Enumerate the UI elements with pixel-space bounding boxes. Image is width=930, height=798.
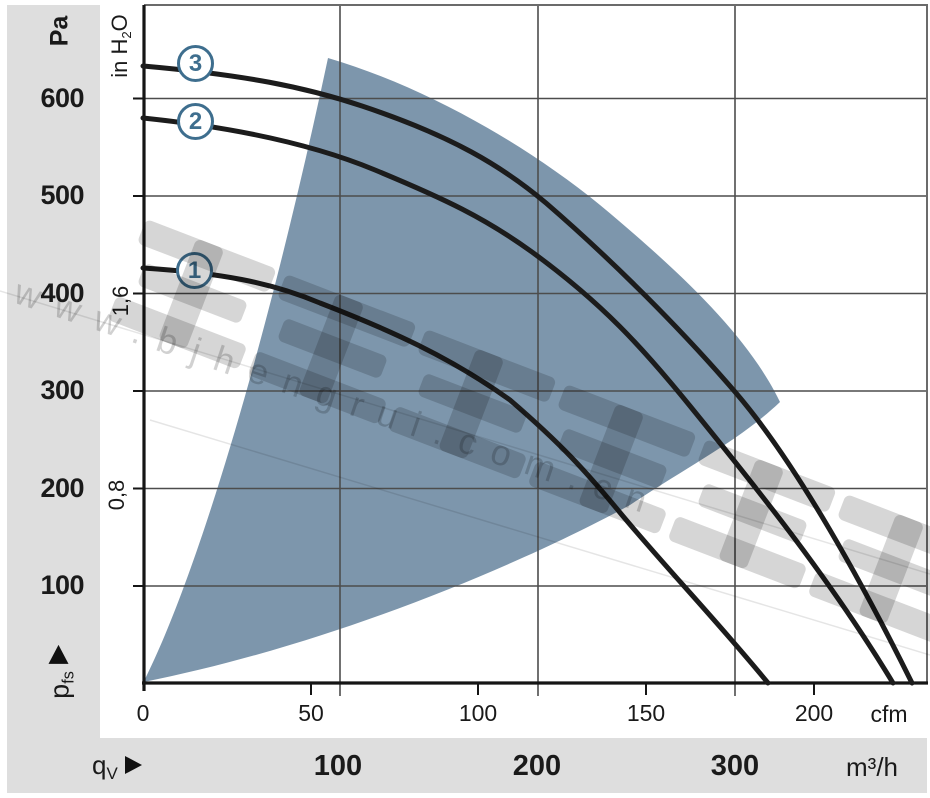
qv-arrow-icon [124, 756, 142, 774]
inh2o-unit-post: O [107, 14, 132, 32]
inh2o-tick-1-6: 1,6 [108, 285, 133, 317]
y-axis-unit-pa: Pa [45, 15, 74, 47]
qv-base: q [92, 750, 107, 780]
y-axis-ticks [133, 97, 144, 587]
cfm-tick-50: 50 [298, 700, 324, 726]
pa-tick-400: 400 [40, 278, 84, 308]
y-axis-unit-band [7, 5, 100, 793]
pfs-arrow-icon [48, 645, 69, 665]
curve-1-badge: 1 [176, 252, 213, 289]
m3h-tick-200: 200 [512, 750, 562, 782]
pa-tick-500: 500 [40, 180, 84, 210]
cfm-ticks [310, 683, 815, 695]
pfs-base: p [44, 683, 75, 699]
curve-1-label: 1 [187, 256, 202, 284]
y-axis-unit-inh2o: in H2O [107, 14, 134, 78]
pa-tick-600: 600 [40, 83, 84, 113]
curve-2-badge: 2 [177, 103, 214, 140]
pfs-sub: fs [59, 671, 78, 684]
curve-2-label: 2 [188, 107, 203, 135]
curve-3-badge: 3 [177, 45, 214, 82]
pa-tick-300: 300 [40, 375, 84, 405]
pa-tick-200: 200 [40, 473, 84, 503]
cfm-tick-150: 150 [626, 700, 666, 726]
cfm-tick-200: 200 [794, 700, 834, 726]
inh2o-unit-pre: in H [107, 38, 132, 78]
x-axis-unit-band [7, 738, 927, 793]
inh2o-unit-sub: 2 [118, 31, 134, 39]
cfm-tick-0: 0 [136, 700, 150, 726]
qv-sub: V [106, 763, 118, 783]
cfm-tick-100: 100 [458, 700, 498, 726]
pa-tick-100: 100 [40, 570, 84, 600]
inh2o-tick-0-8: 0,8 [104, 479, 129, 511]
cfm-unit: cfm [870, 701, 908, 727]
m3h-tick-100: 100 [313, 750, 363, 782]
curve-3-label: 3 [188, 49, 203, 77]
m3h-tick-300: 300 [710, 750, 760, 782]
x-axis-quantity-qv: qV [92, 750, 142, 782]
m3h-unit: m³/h [846, 752, 898, 782]
y-axis-quantity-pfs: pfs [44, 645, 78, 699]
